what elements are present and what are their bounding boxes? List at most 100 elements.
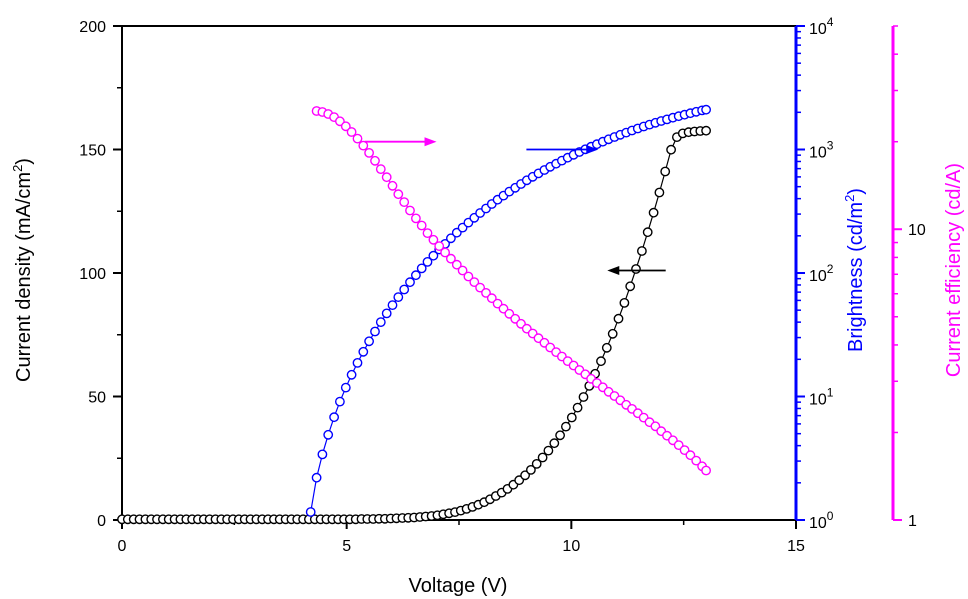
series-brightness — [305, 104, 711, 517]
brightness-tick-label: 101 — [809, 386, 834, 409]
data-point-current_efficiency — [691, 455, 702, 466]
data-point-brightness — [311, 472, 322, 483]
data-point-current_density — [572, 402, 583, 413]
data-point-current_density — [601, 342, 612, 353]
data-point-current_efficiency — [375, 164, 386, 175]
data-point-current_efficiency — [405, 205, 415, 216]
data-point-current_density — [543, 445, 554, 456]
data-point-current_efficiency — [381, 172, 392, 183]
data-point-current_efficiency — [469, 277, 480, 287]
data-point-current_efficiency — [364, 147, 374, 158]
arrow-head — [586, 145, 599, 154]
data-point-brightness — [405, 277, 415, 288]
brightness-tick-label: 100 — [809, 509, 834, 532]
data-point-brightness — [358, 346, 369, 357]
data-point-brightness — [370, 326, 380, 337]
data-point-brightness — [701, 104, 711, 115]
data-point-current_density — [596, 356, 606, 367]
data-point-current_density — [566, 412, 577, 423]
series-layer — [117, 104, 711, 525]
data-point-current_efficiency — [340, 121, 351, 132]
data-point-brightness — [323, 429, 334, 440]
data-point-brightness — [329, 412, 339, 423]
data-point-current_efficiency — [685, 450, 696, 461]
y-tick-label: 50 — [88, 390, 106, 407]
data-point-current_efficiency — [440, 247, 450, 258]
data-point-current_efficiency — [399, 197, 410, 208]
y-axis-title-current-density: Current density (mA/cm2) — [10, 158, 35, 382]
data-point-current_density — [537, 452, 548, 463]
data-point-brightness — [305, 507, 316, 517]
data-point-current_density — [613, 313, 624, 324]
data-point-current_density — [561, 421, 571, 432]
data-point-current_density — [642, 227, 653, 238]
arrow-head — [607, 266, 620, 276]
data-point-brightness — [381, 308, 392, 319]
data-point-current_efficiency — [463, 271, 474, 282]
x-tick-label: 15 — [787, 538, 805, 555]
y-tick-label: 0 — [97, 513, 106, 530]
y-axis-title-brightness: Brightness (cd/m2) — [842, 188, 867, 352]
data-point-current_efficiency — [445, 253, 456, 264]
arrow-current_efficiency — [364, 137, 437, 147]
series-current_efficiency — [311, 106, 711, 476]
data-point-current_efficiency — [352, 133, 363, 144]
data-point-brightness — [340, 382, 351, 393]
data-point-brightness — [428, 250, 439, 261]
data-point-brightness — [399, 284, 410, 295]
data-point-current_efficiency — [410, 213, 421, 224]
data-point-brightness — [364, 336, 374, 347]
arrow-head — [424, 137, 437, 147]
y-axis-brightness: 100 101 102 103 104 — [796, 15, 834, 532]
data-point-brightness — [346, 369, 357, 380]
efficiency-tick-label: 1 — [908, 513, 917, 530]
data-point-current_density — [555, 430, 565, 441]
data-point-brightness — [416, 263, 427, 274]
brightness-tick-label: 103 — [809, 139, 834, 162]
data-point-current_density — [526, 464, 536, 475]
data-point-current_efficiency — [416, 220, 427, 231]
data-point-current_efficiency — [387, 180, 398, 191]
data-point-current_efficiency — [346, 127, 357, 137]
y-axis-title-current-efficiency: Current efficiency (cd/A) — [943, 163, 965, 377]
y-axis-current-efficiency: 1 10 — [893, 25, 926, 530]
brightness-tick-label: 104 — [809, 15, 834, 38]
data-point-brightness — [410, 270, 421, 281]
data-point-current_efficiency — [475, 282, 485, 293]
data-point-current_efficiency — [358, 140, 369, 151]
data-point-current_density — [631, 264, 641, 274]
data-point-current_density — [648, 207, 659, 218]
data-point-current_density — [701, 125, 711, 136]
x-axis-title: Voltage (V) — [409, 575, 508, 597]
series-current_density — [117, 125, 711, 525]
data-point-brightness — [445, 233, 456, 244]
data-point-current_density — [660, 166, 671, 177]
data-point-current_efficiency — [422, 228, 433, 239]
data-point-current_efficiency — [457, 265, 468, 276]
data-point-current_density — [637, 246, 647, 256]
data-point-brightness — [317, 449, 328, 460]
data-point-brightness — [375, 317, 386, 327]
data-point-current_efficiency — [434, 241, 445, 252]
x-tick-label: 10 — [562, 538, 580, 555]
data-point-current_density — [578, 392, 589, 402]
y-tick-label: 100 — [79, 266, 106, 283]
data-point-current_density — [531, 458, 542, 469]
data-point-current_density — [607, 328, 618, 339]
x-axis: 0 5 10 15 — [118, 520, 805, 555]
brightness-tick-label: 102 — [809, 262, 834, 285]
data-point-brightness — [393, 292, 404, 302]
arrow-current_density — [607, 266, 666, 276]
data-point-current_efficiency — [701, 465, 711, 476]
data-point-current_efficiency — [451, 259, 462, 270]
data-point-current_density — [619, 297, 630, 308]
data-point-current_density — [625, 281, 636, 292]
x-tick-label: 0 — [118, 538, 127, 555]
plot-frame — [121, 25, 895, 521]
annotation-layer — [364, 137, 666, 276]
data-point-current_density — [666, 144, 676, 155]
data-point-current_density — [654, 187, 665, 198]
data-point-brightness — [352, 357, 363, 368]
data-point-current_efficiency — [393, 189, 404, 200]
